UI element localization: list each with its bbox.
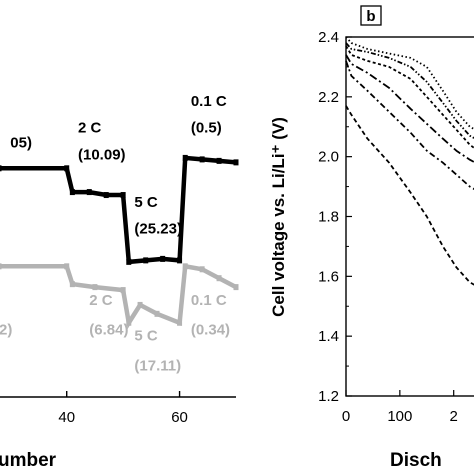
panel-b-series-1-line	[345, 36, 474, 131]
panel-b-series-4-line	[345, 54, 474, 164]
panel-a-annotation: 5 C	[134, 194, 158, 211]
panel-b-y-tick-label: 1.8	[318, 209, 339, 226]
panel-b-label-box	[360, 5, 382, 26]
panel-a-series-1-point	[199, 156, 205, 163]
panel-a-annotation: 0.1 C	[191, 292, 227, 309]
panel-a-series-1-point	[120, 192, 126, 199]
panel-a-series-2-point	[182, 263, 188, 270]
panel-a-series-2-point	[126, 319, 132, 326]
panel-a-annotation: 2 C	[89, 292, 113, 309]
panel-a-series-1-point	[233, 159, 239, 166]
panel-a-series-2-point	[69, 281, 75, 288]
panel-a-annotation: (0.34)	[191, 322, 230, 339]
panel-a-x-axis-title: umber	[0, 450, 57, 471]
panel-b: 1.2 1.4 1.6 1.8 2.0 2.2 2.4 0 100 2 b Cell voltage …	[269, 5, 474, 471]
panel-a-series-2-point	[216, 275, 222, 282]
panel-a-series-1-point	[143, 257, 149, 264]
panel-b-x-axis-title: Disch	[390, 450, 442, 471]
panel-a-series-1-point	[103, 192, 109, 199]
panel-a-series-2-point	[92, 284, 98, 291]
panel-b-y-tick-label: 2.2	[318, 89, 339, 106]
panel-b-y-tick-label: 1.6	[318, 268, 339, 285]
panel-b-x-tick-label: 2	[450, 408, 458, 425]
panel-a-series-2-point	[137, 301, 143, 308]
panel-b-series-3-line	[345, 45, 474, 149]
panel-a-series-2-point	[177, 319, 183, 326]
panel-a-series-1-point	[177, 257, 183, 264]
panel-a-series-1-point	[160, 255, 166, 262]
panel-a-series-1-point	[69, 189, 75, 196]
panel-a-annotation: 0.1 C	[191, 93, 227, 110]
panel-a-annotation: (17.11)	[134, 357, 181, 374]
panel-a-annotation: (25.23)	[134, 221, 182, 238]
panel-a-series-1-line	[0, 155, 237, 265]
panel-b-series-2-line	[345, 42, 474, 140]
panel-a-annotation: (0.5)	[191, 120, 222, 137]
panel-a-series-2-point	[0, 263, 2, 270]
panel-a-annotation: (6.84)	[89, 322, 128, 339]
panel-a-annotation: (10.09)	[78, 146, 126, 163]
panel-a-annotation: 5 C	[134, 328, 158, 345]
panel-b-y-tick-label: 2.0	[318, 149, 339, 166]
panel-a-annotation: 2)	[0, 322, 12, 339]
panel-b-y-axis-title: Cell voltage vs. Li/Li⁺ (V)	[269, 117, 288, 317]
panel-b-series-5-line	[345, 60, 474, 190]
panel-a-series-1-point	[182, 154, 188, 161]
panel-a-series-2-point	[120, 287, 126, 294]
panel-b-x-tick-label: 100	[387, 408, 412, 425]
panel-a-series-1-point	[216, 157, 222, 164]
panel-a-x-tick-label: 60	[171, 409, 188, 426]
panel-a-x-tick-label: 40	[58, 409, 75, 426]
panel-b-y-tick-label: 2.4	[318, 29, 339, 46]
panel-b-y-tick-label: 1.4	[318, 328, 339, 345]
panel-b-label: b	[366, 8, 375, 25]
panel-a-series-1-point	[0, 165, 2, 172]
panel-a-series-1-point	[126, 258, 132, 265]
panel-b-y-tick-label: 1.2	[318, 388, 339, 405]
panel-a-series-2-point	[233, 284, 239, 291]
panel-a-annotation: 2 C	[78, 120, 102, 137]
panel-b-series-6-line	[345, 105, 474, 286]
panel-a-series-2-point	[199, 266, 205, 273]
panel-b-plot-frame	[345, 36, 474, 397]
panel-a: 40 60 umber 05) 2 C (10.09) 5 C (25.23) 0.1 C (0.…	[0, 93, 239, 471]
panel-b-x-tick-label: 0	[342, 408, 350, 425]
panel-a-series-2-point	[154, 310, 160, 317]
panel-a-annotation: 05)	[10, 135, 32, 152]
panel-a-series-1-point	[64, 165, 70, 172]
panel-a-series-2-point	[64, 263, 70, 270]
panel-a-series-1-point	[86, 189, 92, 196]
